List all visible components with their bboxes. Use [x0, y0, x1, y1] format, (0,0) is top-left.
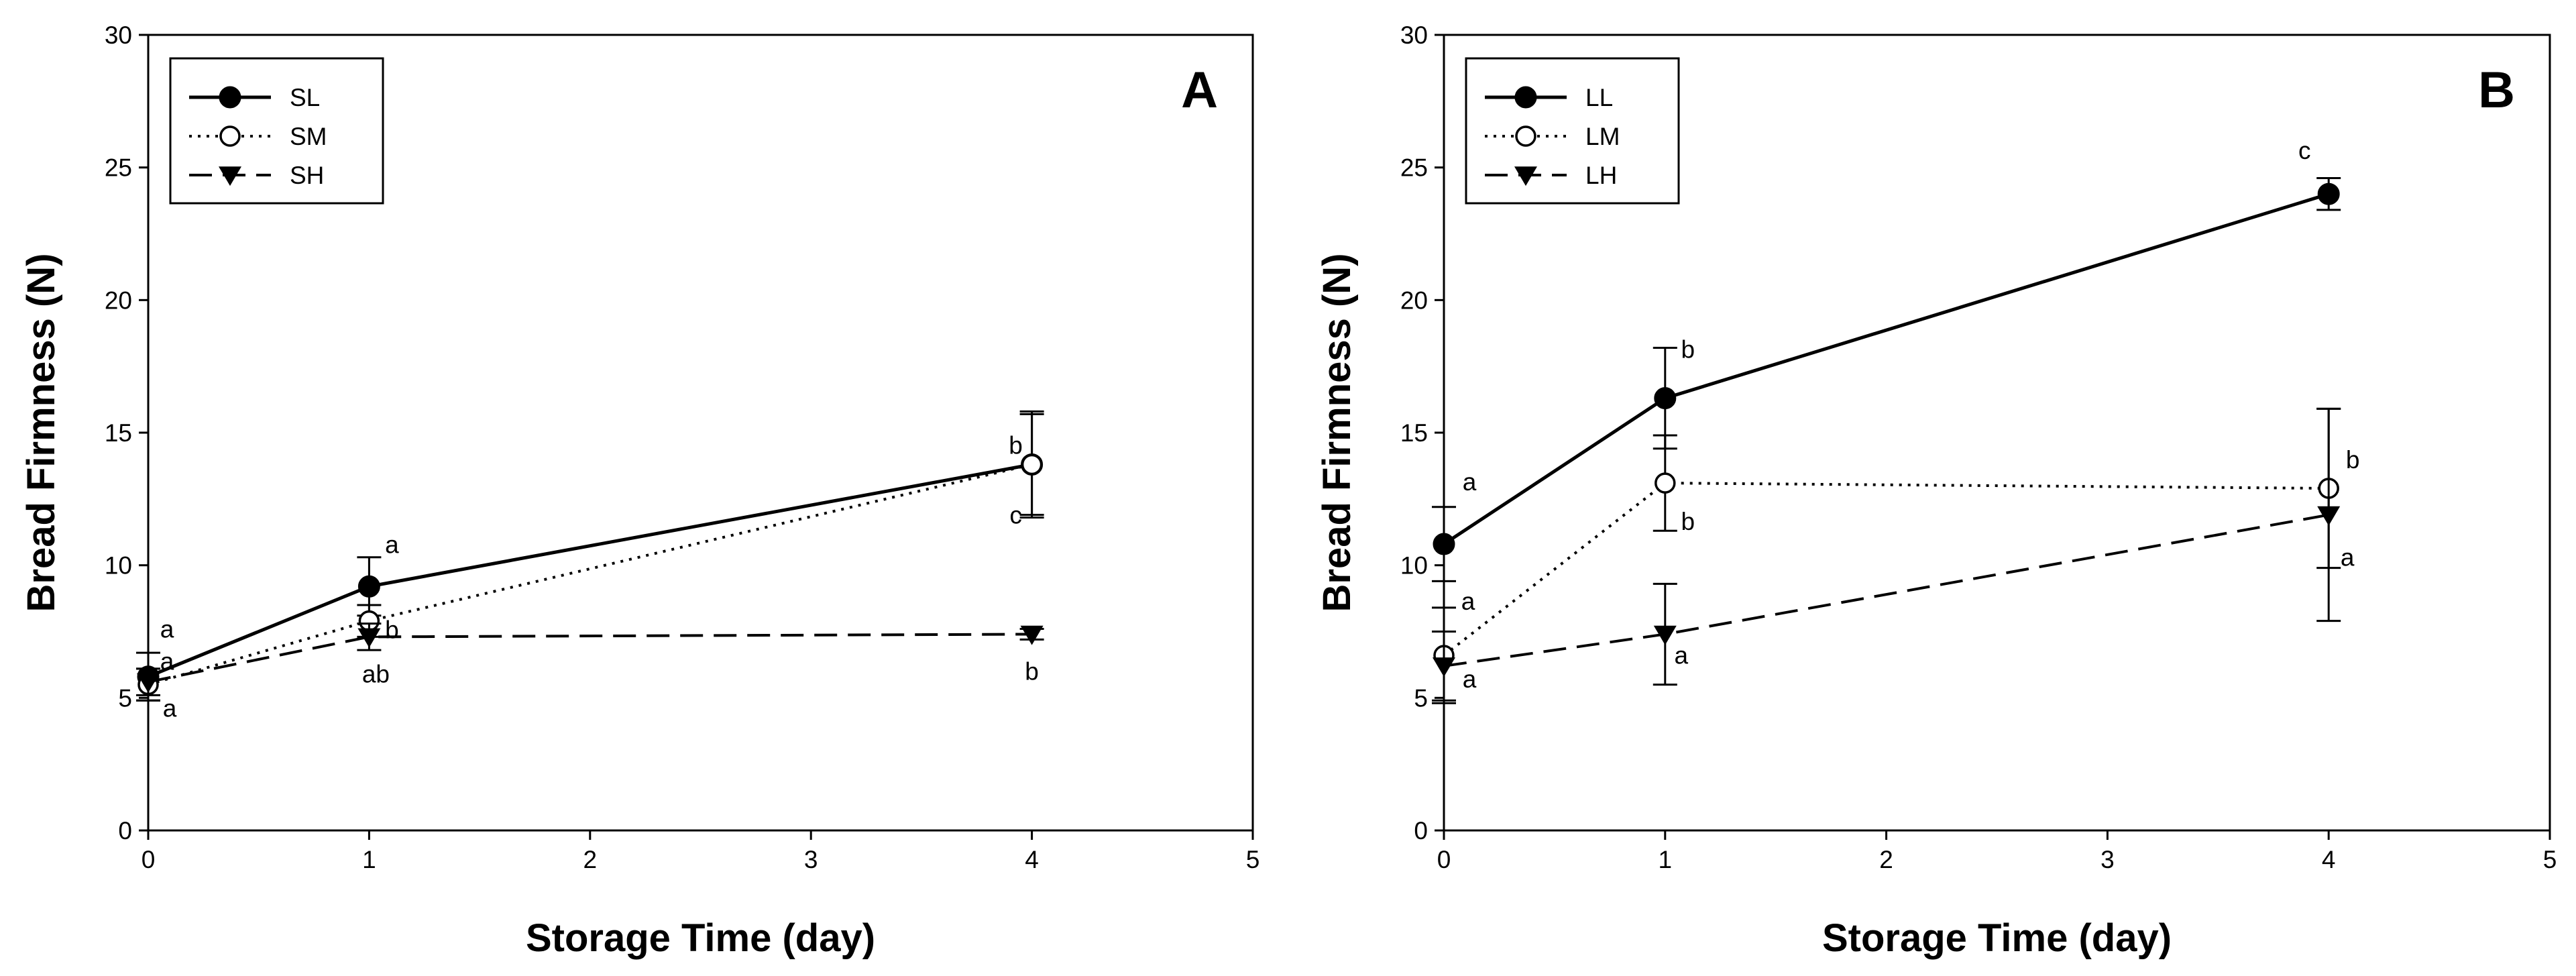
panel-letter: A: [1181, 62, 1218, 119]
series-line: [148, 463, 1033, 686]
significance-letter: ab: [362, 660, 390, 688]
data-point: [1655, 472, 1676, 494]
significance-letter: a: [1461, 588, 1475, 615]
legend-label: SM: [290, 123, 327, 150]
significance-letter: b: [1009, 431, 1023, 459]
significance-letter: c: [2298, 137, 2311, 164]
significance-letter: b: [2346, 446, 2360, 474]
x-tick-label: 0: [1437, 846, 1451, 873]
legend-marker: [1514, 166, 1537, 186]
significance-letter: b: [1025, 657, 1039, 685]
y-tick-label: 25: [1400, 154, 1428, 182]
y-tick-label: 15: [1400, 419, 1428, 447]
y-axis-title: Bread Firmness (N): [1315, 253, 1359, 612]
x-tick-label: 1: [362, 846, 376, 873]
legend-label: SL: [290, 84, 320, 111]
data-point: [357, 575, 380, 598]
y-tick-label: 10: [1400, 552, 1428, 580]
y-tick-label: 20: [105, 286, 132, 314]
data-point: [1433, 533, 1455, 555]
significance-letter: a: [160, 648, 174, 675]
data-point: [1021, 453, 1043, 476]
series-lh: a a a LH: [1432, 162, 2355, 702]
legend-marker: [219, 125, 241, 147]
y-tick-label: 20: [1400, 286, 1428, 314]
series-line: [1443, 482, 2329, 657]
legend-label: LH: [1585, 162, 1617, 189]
x-tick-label: 2: [1879, 846, 1893, 873]
series-line: [148, 462, 1033, 679]
x-tick-label: 0: [142, 846, 156, 873]
significance-letter: a: [1675, 641, 1689, 669]
significance-letter: a: [160, 616, 174, 643]
significance-letter: a: [1463, 665, 1477, 693]
y-tick-label: 0: [1414, 817, 1428, 845]
y-tick-label: 30: [1400, 21, 1428, 49]
significance-letter: a: [1463, 468, 1477, 496]
y-tick-label: 25: [105, 154, 132, 182]
panel-b: 0 1 2 3 4 5 0 5 10 15 20 25 30 Storage Time (day) Brea…: [1315, 21, 2557, 960]
significance-letter: a: [385, 531, 399, 558]
data-point: [1433, 657, 1455, 677]
y-tick-label: 5: [1414, 684, 1428, 712]
significance-letter: b: [1681, 336, 1695, 364]
significance-letter: b: [1681, 508, 1695, 535]
legend-marker: [1514, 86, 1537, 109]
x-tick-label: 5: [2543, 846, 2557, 873]
panel-letter: B: [2478, 62, 2515, 119]
series-line: [1443, 192, 2329, 546]
x-tick-label: 2: [583, 846, 598, 873]
data-point: [357, 628, 381, 648]
legend-label: LL: [1585, 84, 1613, 111]
x-tick-label: 5: [1246, 846, 1260, 873]
y-tick-label: 0: [118, 817, 132, 845]
panel-a: 0 1 2 3 4 5 0 5 10 15 20 25 30 Storage Time (day) Brea…: [19, 21, 1259, 960]
x-axis-title: Storage Time (day): [526, 916, 875, 960]
x-axis-title: Storage Time (day): [1822, 916, 2172, 960]
significance-letter: a: [163, 695, 177, 722]
data-point: [1653, 625, 1677, 645]
x-tick-label: 3: [804, 846, 818, 873]
x-tick-label: 4: [2322, 846, 2336, 873]
data-point: [1020, 625, 1044, 645]
legend-box: [1465, 57, 1680, 205]
y-tick-label: 10: [105, 552, 132, 580]
x-tick-label: 1: [1659, 846, 1673, 873]
legend-marker: [219, 166, 241, 186]
series-line: [148, 633, 1032, 684]
legend-label: SH: [290, 162, 324, 189]
series-line: [1443, 513, 2329, 667]
data-point: [137, 673, 160, 693]
significance-letter: b: [385, 616, 399, 644]
data-point: [2317, 182, 2340, 205]
y-axis-title: Bread Firmness (N): [19, 253, 63, 612]
data-point: [1654, 387, 1677, 410]
data-point: [2317, 506, 2341, 526]
legend-marker: [219, 86, 241, 109]
x-tick-label: 3: [2101, 846, 2115, 873]
series-lm: a b b LM: [1432, 123, 2360, 704]
x-tick-label: 4: [1025, 846, 1039, 873]
legend-label: LM: [1585, 123, 1620, 150]
series-sh: aab bSH: [136, 162, 1044, 722]
series-ll: a b c LL: [1432, 84, 2341, 582]
legend-marker: [1515, 125, 1536, 147]
y-tick-label: 5: [118, 684, 132, 712]
significance-letter: c: [1009, 501, 1022, 529]
y-tick-label: 15: [105, 419, 132, 447]
significance-letter: a: [2341, 544, 2355, 572]
y-tick-label: 30: [105, 21, 132, 49]
legend-box: [169, 57, 384, 205]
